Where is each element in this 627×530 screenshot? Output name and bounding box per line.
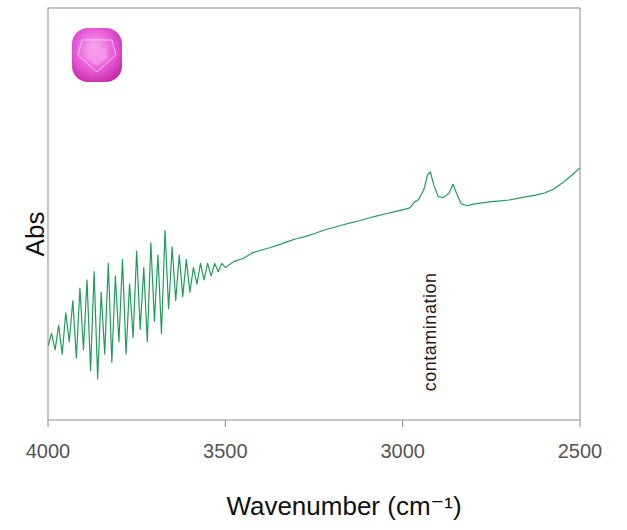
- x-tick-label: 2500: [558, 440, 603, 462]
- x-tick: [402, 420, 403, 427]
- gem-facet: [78, 40, 116, 72]
- x-tick: [225, 420, 226, 427]
- x-tick-label: 3500: [203, 440, 248, 462]
- plot-area: [48, 168, 580, 379]
- x-tick: [48, 420, 49, 427]
- gem-facet: [86, 48, 108, 66]
- x-axis-title: Wavenumber (cm⁻¹): [226, 491, 461, 521]
- chart: 4000 3500 3000 2500 contamination Wavenumber …: [0, 0, 627, 530]
- x-tick-label: 4000: [26, 440, 71, 462]
- y-axis-title: Abs: [20, 212, 50, 257]
- gem-body: [72, 28, 122, 82]
- x-tick: [580, 420, 581, 427]
- x-tick-label: 3000: [380, 440, 425, 462]
- plot-frame: [48, 8, 580, 420]
- gem-icon: [72, 28, 122, 82]
- annotation: contamination: [420, 273, 440, 392]
- spectrum-line: [48, 168, 580, 379]
